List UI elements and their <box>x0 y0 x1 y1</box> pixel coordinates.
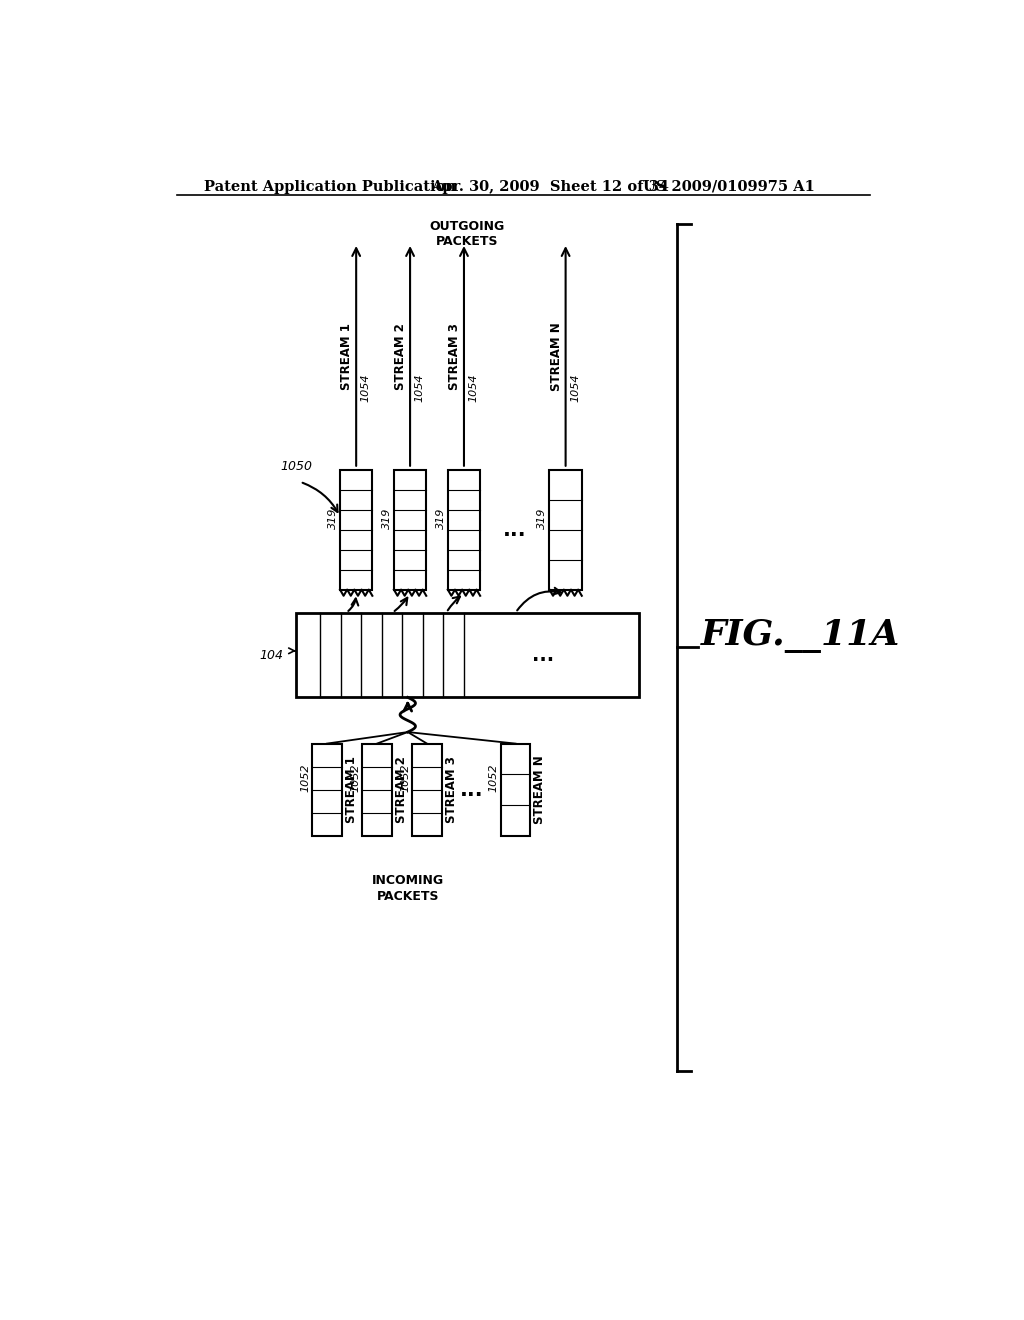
Bar <box>296 612 639 697</box>
Bar <box>501 743 530 836</box>
Text: STREAM 1: STREAM 1 <box>340 323 353 391</box>
Bar <box>550 470 582 590</box>
Text: STREAM 3: STREAM 3 <box>447 323 461 391</box>
Text: 319: 319 <box>328 507 338 529</box>
Bar <box>447 470 480 590</box>
Text: FIG.__11A: FIG.__11A <box>700 619 900 653</box>
Bar <box>362 743 391 836</box>
Text: US 2009/0109975 A1: US 2009/0109975 A1 <box>643 180 814 194</box>
Bar <box>413 743 441 836</box>
Text: 319: 319 <box>435 507 445 529</box>
Text: ...: ... <box>460 780 483 800</box>
Text: 1052: 1052 <box>400 764 410 792</box>
Text: 1054: 1054 <box>469 374 478 401</box>
Bar <box>394 470 426 590</box>
Text: 319: 319 <box>382 507 391 529</box>
Text: 1054: 1054 <box>415 374 425 401</box>
Text: STREAM 3: STREAM 3 <box>444 756 458 824</box>
Text: 1054: 1054 <box>360 374 371 401</box>
Text: 1052: 1052 <box>488 764 499 792</box>
Bar <box>312 743 342 836</box>
Text: STREAM N: STREAM N <box>534 755 546 824</box>
Text: 319: 319 <box>538 507 547 529</box>
Text: 1054: 1054 <box>570 374 581 401</box>
Text: STREAM 2: STREAM 2 <box>394 756 408 824</box>
Text: Apr. 30, 2009  Sheet 12 of 34: Apr. 30, 2009 Sheet 12 of 34 <box>431 180 669 194</box>
Text: OUTGOING
PACKETS: OUTGOING PACKETS <box>429 220 505 248</box>
Text: ...: ... <box>503 520 526 540</box>
Text: 1052: 1052 <box>300 764 310 792</box>
FancyArrowPatch shape <box>348 598 358 611</box>
Text: 1050: 1050 <box>281 459 312 473</box>
Text: STREAM 2: STREAM 2 <box>394 323 407 391</box>
Text: STREAM N: STREAM N <box>550 322 562 391</box>
Text: INCOMING
PACKETS: INCOMING PACKETS <box>372 875 443 903</box>
Text: 104: 104 <box>259 648 283 661</box>
FancyArrowPatch shape <box>447 597 460 610</box>
Text: STREAM 1: STREAM 1 <box>345 756 357 824</box>
Text: Patent Application Publication: Patent Application Publication <box>204 180 456 194</box>
FancyArrowPatch shape <box>517 587 560 610</box>
FancyArrowPatch shape <box>394 598 408 611</box>
Text: 1052: 1052 <box>350 764 360 792</box>
Bar <box>340 470 373 590</box>
Text: ...: ... <box>531 645 554 664</box>
